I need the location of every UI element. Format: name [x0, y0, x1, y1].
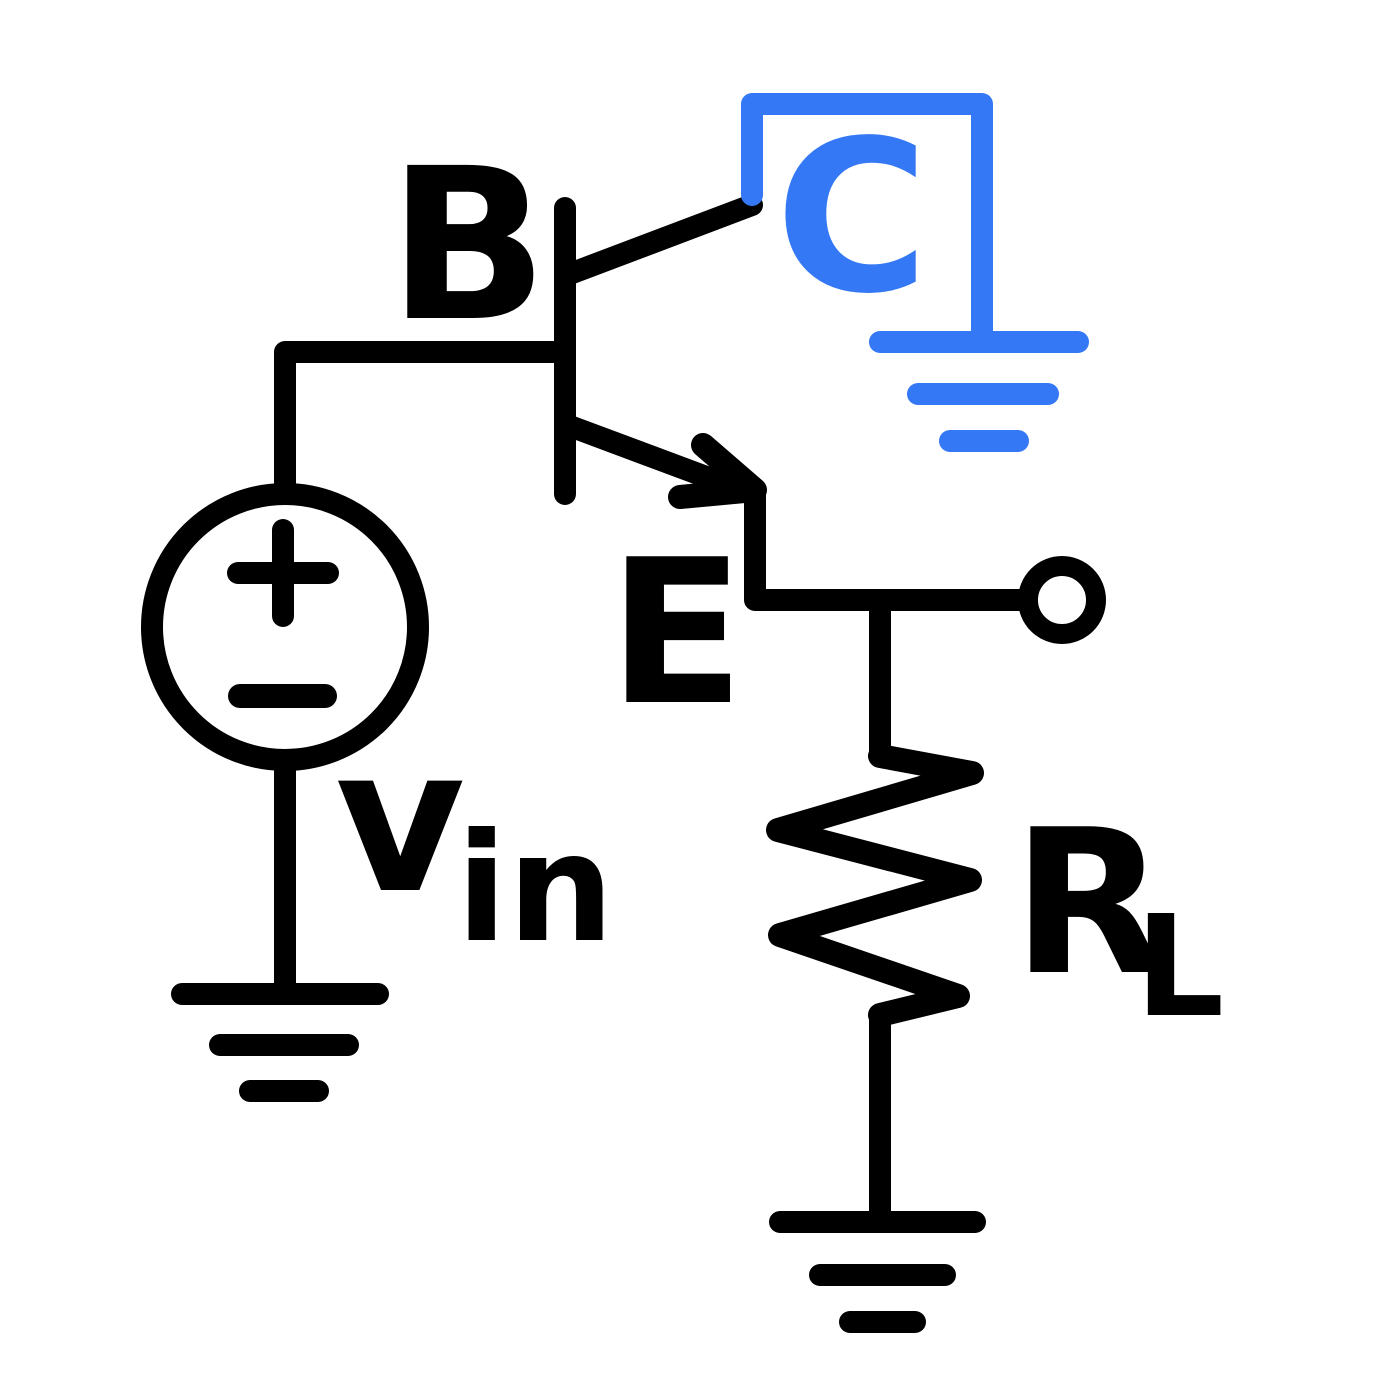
load-label-main: R [1012, 787, 1166, 1020]
emitter-output-wire [744, 483, 1031, 611]
load-resistor [766, 744, 984, 1027]
collector-ground-wire [741, 93, 993, 346]
base-label: B [388, 123, 548, 368]
load-ground-icon [769, 1211, 986, 1333]
collector-highlight: C [741, 93, 1089, 452]
output-terminal [1018, 556, 1106, 644]
emitter-label: E [608, 517, 745, 750]
source-label-sub: in [456, 802, 614, 976]
transistor-collector-lead [556, 194, 763, 286]
collector-label: C [775, 95, 929, 340]
base-wire [274, 341, 571, 503]
source-label-main: v [335, 705, 465, 938]
source-ground-icon [171, 983, 389, 1102]
plus-sign-icon [227, 519, 339, 627]
load-label-sub: L [1135, 886, 1224, 1049]
collector-ground-icon [869, 331, 1089, 452]
black-circuit: B E v in R L [141, 123, 1224, 1333]
